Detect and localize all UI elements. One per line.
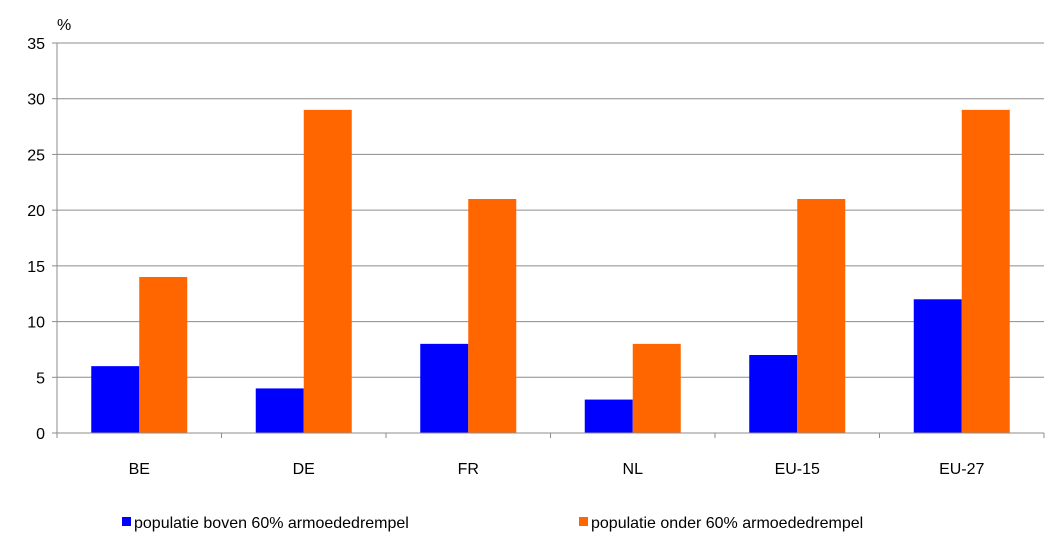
x-tick-label: EU-27 — [939, 461, 984, 478]
legend-swatch — [579, 517, 588, 526]
bar — [913, 299, 962, 433]
axes: % 0 5 10 15 20 25 30 35 BE DE FR NL EU-15 EU-27 — [27, 17, 1045, 478]
legend-label: populatie onder 60% armoededrempel — [591, 515, 863, 532]
x-tick-label: DE — [293, 461, 315, 478]
y-axis-unit-label: % — [57, 17, 71, 34]
legend-label: populatie boven 60% armoededrempel — [134, 515, 409, 532]
bar — [584, 399, 633, 433]
x-tick-label: NL — [623, 461, 644, 478]
legend: populatie boven 60% armoededrempel popula… — [122, 515, 863, 532]
y-tick-label: 10 — [27, 315, 45, 332]
x-tick-label: FR — [458, 461, 479, 478]
bar — [961, 109, 1010, 433]
bar — [749, 355, 798, 433]
y-tick-label: 20 — [27, 203, 45, 220]
bar — [139, 277, 188, 433]
x-tick-label: EU-15 — [775, 461, 820, 478]
y-tick-label: 15 — [27, 259, 45, 276]
bar — [303, 109, 352, 433]
bar — [632, 343, 681, 433]
x-tick-label: BE — [129, 461, 150, 478]
bars — [91, 109, 1010, 433]
bar — [797, 199, 846, 433]
legend-swatch — [122, 517, 131, 526]
gridlines — [57, 42, 1044, 378]
y-tick-label: 30 — [27, 92, 45, 109]
y-tick-label: 0 — [36, 426, 45, 443]
y-tick-label: 5 — [36, 370, 45, 387]
bar — [91, 366, 140, 433]
bar — [420, 343, 469, 433]
y-tick-label: 35 — [27, 36, 45, 53]
bar — [468, 199, 517, 433]
bar — [255, 388, 304, 433]
y-tick-label: 25 — [27, 147, 45, 164]
